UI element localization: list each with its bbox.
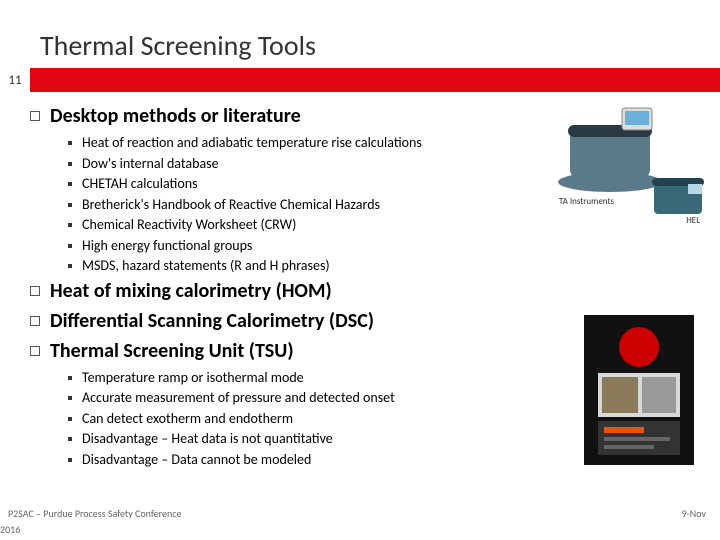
list-item: Chemical Reactivity Worksheet (CRW): [68, 216, 510, 234]
heading-text: Thermal Screening Unit (TSU): [50, 339, 294, 363]
footer-date: 9-Nov: [682, 507, 706, 520]
list-item: Can detect exotherm and endotherm: [68, 410, 510, 428]
list-item: Bretherick's Handbook of Reactive Chemic…: [68, 196, 510, 214]
heading-tsu: Thermal Screening Unit (TSU): [30, 339, 510, 363]
heading-dsc: Differential Scanning Calorimetry (DSC): [30, 309, 510, 333]
list-item: CHETAH calculations: [68, 175, 510, 193]
accent-bar: [0, 68, 720, 92]
list-item: Heat of reaction and adiabatic temperatu…: [68, 134, 510, 152]
heading-text: Heat of mixing calorimetry (HOM): [50, 279, 332, 303]
heading-desktop: Desktop methods or literature: [30, 104, 510, 128]
page-number: 11: [0, 68, 30, 92]
instrument-image-hel: [648, 170, 708, 218]
heading-hom: Heat of mixing calorimetry (HOM): [30, 279, 510, 303]
image-label-hel: HEL: [686, 215, 700, 226]
image-label-ta: TA Instruments: [559, 196, 614, 207]
content-area: Desktop methods or literature Heat of re…: [30, 100, 510, 471]
list-item: High energy functional groups: [68, 237, 510, 255]
list-item: Accurate measurement of pressure and det…: [68, 389, 510, 407]
list-item: Disadvantage – Data cannot be modeled: [68, 451, 510, 469]
list-item: MSDS, hazard statements (R and H phrases…: [68, 257, 510, 275]
instrument-image-tsu: [584, 315, 694, 465]
footer-left: P2SAC – Purdue Process Safety Conference: [8, 507, 181, 520]
heading-text: Differential Scanning Calorimetry (DSC): [50, 309, 374, 333]
heading-text: Desktop methods or literature: [50, 104, 301, 128]
list-item: Dow's internal database: [68, 155, 510, 173]
slide-title: Thermal Screening Tools: [40, 28, 316, 63]
list-item: Temperature ramp or isothermal mode: [68, 369, 510, 387]
footer-year: 2016: [0, 523, 20, 536]
list-item: Disadvantage – Heat data is not quantita…: [68, 430, 510, 448]
